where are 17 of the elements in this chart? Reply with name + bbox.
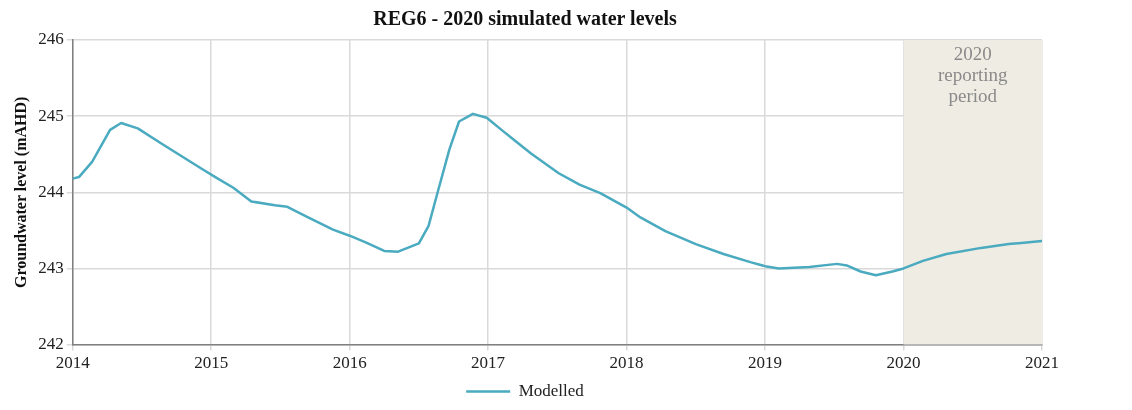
x-tick-label: 2017	[471, 353, 506, 373]
y-tick-label: 243	[38, 257, 64, 277]
legend-label: Modelled	[518, 380, 585, 400]
band-label: 2020 reporting period	[937, 43, 1009, 107]
y-axis-title: Groundwater level (mAHD)	[11, 96, 30, 288]
x-tick-label: 2015	[194, 353, 229, 373]
y-tick-label: 245	[38, 105, 64, 125]
x-tick-label: 2014	[55, 353, 91, 373]
x-tick-label: 2016	[332, 353, 367, 373]
x-tick-label: 2021	[1025, 353, 1059, 373]
x-tick-label: 2018	[609, 353, 644, 373]
y-tick-label: 246	[38, 29, 64, 49]
x-tick-label: 2019	[748, 353, 783, 373]
x-tick-label: 2020	[886, 353, 921, 373]
y-tick-label: 242	[38, 334, 64, 354]
chart-title: REG6 - 2020 simulated water levels	[373, 7, 677, 30]
y-tick-label: 244	[38, 181, 65, 201]
